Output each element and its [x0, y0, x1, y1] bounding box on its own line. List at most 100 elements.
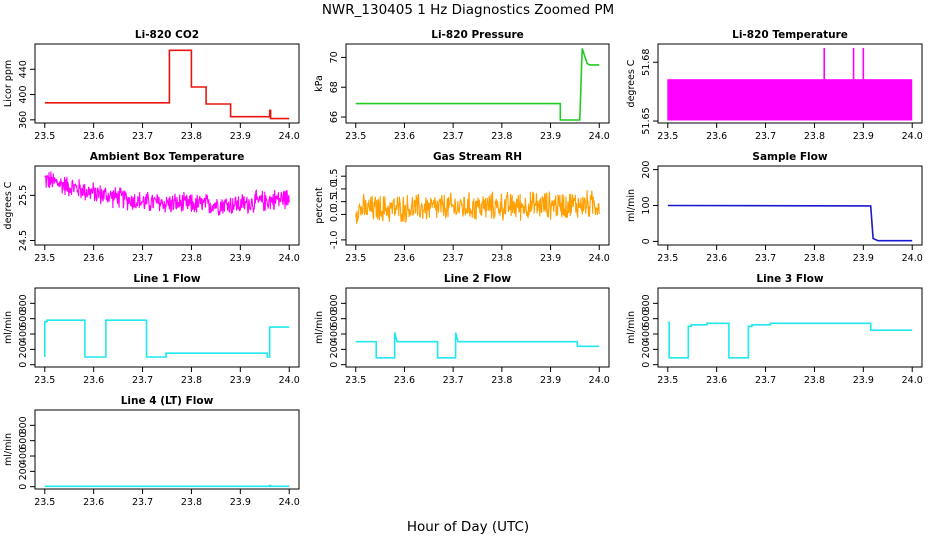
x-tick-label: 23.9 — [540, 131, 561, 142]
x-tick-label: 23.6 — [394, 253, 415, 264]
y-tick-label: 600 — [329, 310, 340, 328]
panel-data — [355, 48, 600, 121]
y-tick-label: 100 — [641, 196, 652, 214]
x-tick-label: 23.7 — [755, 253, 776, 264]
panel-title: Li-820 CO2 — [135, 29, 199, 41]
x-tick-label: 23.5 — [34, 131, 55, 142]
x-tick-label: 23.9 — [540, 375, 561, 386]
y-tick-label: 360 — [18, 111, 29, 129]
x-tick-label: 23.9 — [230, 131, 251, 142]
y-tick-label: 0.0 — [329, 207, 340, 222]
panel-y-axis-label: kPa — [314, 75, 325, 92]
panel-data — [43, 319, 290, 358]
panel-y-axis-label: degrees C — [626, 59, 637, 107]
series-line — [43, 319, 290, 358]
x-tick-label: 23.9 — [230, 253, 251, 264]
y-tick-label: 600 — [641, 310, 652, 328]
y-tick-label: 0.5 — [329, 194, 340, 209]
x-tick-label: 23.7 — [132, 253, 153, 264]
x-tick-label: 23.6 — [394, 375, 415, 386]
panel-y-axis-label: degrees C — [3, 181, 14, 229]
panel-data — [44, 49, 290, 120]
y-tick-label: 70 — [329, 51, 340, 63]
panel-data — [667, 321, 913, 359]
x-tick-label: 23.8 — [181, 131, 202, 142]
panel-data — [667, 47, 913, 121]
y-tick-label: 25.5 — [18, 185, 29, 206]
panel-frame — [345, 43, 610, 124]
x-tick-label: 23.5 — [345, 131, 366, 142]
x-tick-label: 24.0 — [589, 375, 610, 386]
x-tick-label: 23.7 — [755, 131, 776, 142]
x-tick-label: 23.6 — [706, 131, 727, 142]
x-tick-label: 23.6 — [83, 131, 104, 142]
figure-title: NWR_130405 1 Hz Diagnostics Zoomed PM — [322, 2, 614, 18]
panel-7: Line 1 Flow ml/min 23.5 23.6 23.7 23.8 23.9 24.… — [3, 273, 300, 386]
panel-y-axis-label: Licor ppm — [3, 60, 14, 107]
panel-y-axis-label: ml/min — [626, 189, 637, 222]
y-tick-label: 0 — [641, 238, 652, 244]
x-tick-label: 23.5 — [657, 253, 678, 264]
panel-frame — [657, 43, 923, 124]
panel-5: Gas Stream RH percent 23.5 23.6 23.7 23.8 23.9… — [314, 151, 610, 264]
y-tick-label: 0 — [329, 362, 340, 368]
y-tick-label: 400 — [18, 325, 29, 343]
y-tick-label: 200 — [329, 340, 340, 358]
x-tick-label: 23.5 — [657, 375, 678, 386]
panel-frame — [34, 165, 300, 246]
x-tick-label: 23.8 — [181, 375, 202, 386]
x-tick-label: 23.8 — [491, 375, 512, 386]
panel-title: Line 2 Flow — [444, 273, 511, 285]
panel-title: Sample Flow — [752, 151, 827, 163]
panel-2: Li-820 Pressure kPa 23.5 23.6 23.7 23.8 23.9 24… — [314, 29, 610, 142]
y-tick-label: 800 — [641, 294, 652, 312]
panel-data — [667, 204, 913, 242]
noise-band — [667, 79, 913, 121]
panel-y-axis-label: ml/min — [3, 433, 14, 466]
y-tick-label: 440 — [18, 60, 29, 78]
x-tick-label: 23.9 — [853, 131, 874, 142]
x-tick-label: 23.6 — [83, 375, 104, 386]
series-line — [667, 321, 913, 359]
y-tick-label: 400 — [329, 325, 340, 343]
x-tick-label: 23.5 — [34, 375, 55, 386]
x-tick-label: 23.6 — [83, 253, 104, 264]
y-tick-label: 200 — [18, 462, 29, 480]
y-tick-label: -1.0 — [329, 231, 340, 250]
x-tick-label: 24.0 — [589, 131, 610, 142]
y-tick-label: 66 — [329, 111, 340, 123]
x-tick-label: 23.5 — [34, 253, 55, 264]
x-tick-label: 23.7 — [755, 375, 776, 386]
panels-group: Li-820 CO2 Licor ppm 23.5 23.6 23.7 23.8 23.9 2… — [3, 29, 923, 508]
panel-6: Sample Flow ml/min 23.5 23.6 23.7 23.8 23.9 24.… — [626, 151, 923, 264]
x-tick-label: 23.7 — [132, 131, 153, 142]
panel-10: Line 4 (LT) Flow ml/min 23.5 23.6 23.7 23.8 23… — [3, 395, 300, 508]
series-line — [355, 189, 600, 225]
noise-lines — [667, 79, 912, 121]
panel-title: Ambient Box Temperature — [90, 151, 245, 163]
x-tick-label: 24.0 — [279, 375, 300, 386]
series-line — [355, 332, 600, 359]
panel-8: Line 2 Flow ml/min 23.5 23.6 23.7 23.8 23.9 24.… — [314, 273, 610, 386]
series-line — [667, 204, 913, 242]
panel-y-axis-label: percent — [314, 187, 325, 224]
y-tick-label: 0 — [18, 484, 29, 490]
panel-1: Li-820 CO2 Licor ppm 23.5 23.6 23.7 23.8 23.9 2… — [3, 29, 300, 142]
panel-data — [355, 189, 600, 225]
x-tick-label: 23.8 — [804, 131, 825, 142]
x-tick-label: 23.7 — [443, 375, 464, 386]
x-tick-label: 24.0 — [902, 375, 923, 386]
y-tick-label: 400 — [641, 325, 652, 343]
x-tick-label: 23.7 — [132, 375, 153, 386]
x-tick-label: 23.8 — [804, 253, 825, 264]
series-line — [44, 171, 290, 216]
panel-data — [44, 171, 290, 216]
x-tick-label: 24.0 — [279, 497, 300, 508]
figure-x-axis-label: Hour of Day (UTC) — [407, 519, 529, 535]
x-tick-label: 23.7 — [132, 497, 153, 508]
x-tick-label: 23.6 — [83, 497, 104, 508]
y-tick-label: 600 — [18, 310, 29, 328]
y-tick-label: 51.65 — [641, 107, 652, 134]
